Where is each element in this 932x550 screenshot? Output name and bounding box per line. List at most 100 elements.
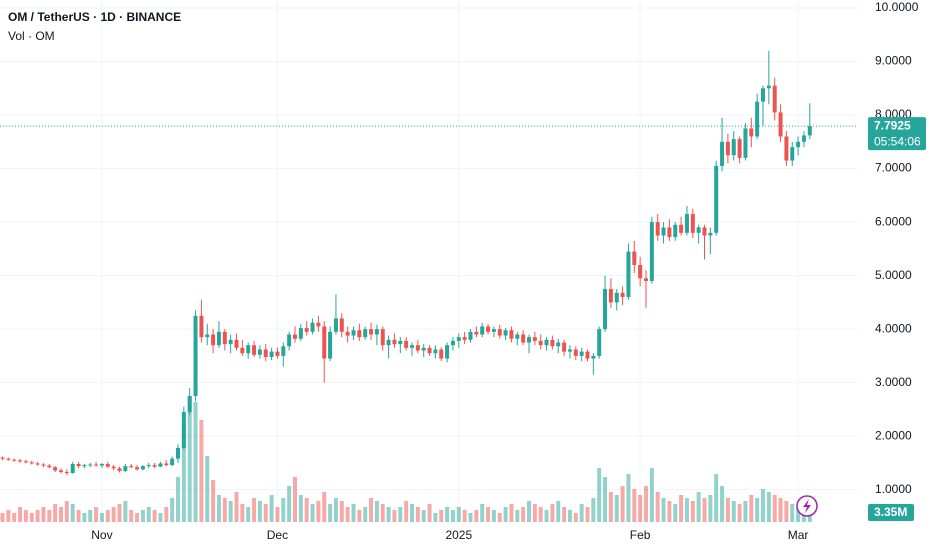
candle-body — [509, 330, 514, 339]
volume-bar — [503, 507, 508, 522]
volume-bar — [310, 504, 315, 522]
volume-layer — [0, 396, 812, 522]
candle-body — [527, 337, 531, 343]
candle-body — [532, 337, 537, 341]
volume-bar — [263, 504, 268, 522]
volume-bar — [293, 477, 297, 522]
candle-body — [708, 232, 713, 236]
candle-body — [240, 347, 245, 354]
candle-body — [310, 322, 315, 332]
volume-bar — [737, 504, 742, 522]
candle-body — [333, 318, 338, 332]
candle-body — [749, 128, 754, 137]
volume-bar — [117, 504, 122, 522]
candle-body — [655, 222, 660, 236]
candle-body — [12, 459, 17, 461]
candle-body — [94, 464, 99, 466]
volume-bar — [450, 510, 455, 522]
volume-bar — [497, 513, 502, 522]
volume-bar — [404, 501, 409, 522]
candle-body — [761, 88, 765, 102]
volume-bar — [316, 501, 321, 522]
y-tick-label: 3.0000 — [875, 375, 912, 389]
volume-bar — [714, 474, 719, 522]
volume-bar — [193, 402, 198, 522]
candle-body — [64, 472, 69, 474]
candle-body — [76, 463, 81, 467]
y-tick-label: 6.0000 — [875, 214, 912, 228]
volume-bar — [486, 507, 491, 522]
candle-body — [690, 214, 695, 233]
volume-bar — [749, 495, 754, 522]
volume-bar — [64, 501, 69, 522]
volume-bar — [655, 492, 660, 522]
volume-bar — [696, 492, 701, 522]
volume-bar — [380, 504, 385, 522]
volume-bar — [187, 396, 192, 522]
volume-bar — [369, 498, 374, 522]
volume-bar — [18, 507, 23, 522]
candle-body — [298, 328, 303, 339]
candle-body — [293, 334, 297, 339]
volume-bar — [708, 495, 713, 522]
candle-body — [579, 351, 584, 356]
candle-body — [661, 227, 666, 236]
candle-body — [129, 466, 134, 468]
alert-icon[interactable] — [796, 495, 818, 517]
candle-body — [6, 458, 11, 460]
candle-body — [164, 463, 169, 466]
axis-layer: 1.0000 2.0000 3.0000 4.0000 5.0000 6.0000 7.00… — [91, 0, 926, 542]
candle-body — [41, 464, 46, 466]
y-tick-label: 1.0000 — [875, 482, 912, 496]
candle-body — [105, 463, 110, 467]
candle-body — [328, 331, 333, 359]
volume-bar — [135, 513, 140, 522]
candle-body — [731, 139, 736, 156]
volume-bar — [556, 501, 561, 522]
candle-body — [796, 141, 801, 148]
candle-body — [626, 251, 631, 298]
volume-bar — [690, 501, 695, 522]
volume-bar — [345, 507, 350, 522]
candle-body — [123, 466, 128, 471]
candle-body — [263, 349, 268, 357]
y-tick-label: 7.0000 — [875, 161, 912, 175]
volume-bar — [567, 510, 572, 522]
volume-bar — [12, 513, 17, 522]
candle-body — [755, 101, 760, 137]
candle-body — [18, 460, 23, 462]
candle-body — [544, 339, 549, 346]
volume-bar — [240, 504, 245, 522]
candle-body — [82, 465, 87, 467]
volume-bar — [398, 507, 403, 522]
volume-bar — [222, 498, 227, 522]
volume-bar — [363, 507, 368, 522]
volume-bar — [591, 498, 596, 522]
volume-bar — [322, 492, 327, 522]
candle-body — [117, 468, 122, 471]
candle-body — [152, 465, 157, 467]
volume-bar — [257, 501, 262, 522]
volume-bar — [462, 510, 467, 522]
candle-body — [638, 264, 643, 279]
volume-bar — [234, 492, 239, 522]
volume-bar — [328, 504, 333, 522]
volume-bar — [35, 510, 40, 522]
volume-bar — [626, 474, 631, 522]
candle-body — [421, 347, 426, 351]
volume-bar — [275, 507, 280, 522]
volume-bar — [509, 504, 514, 522]
volume-bar — [544, 510, 549, 522]
last-price-box — [868, 117, 926, 151]
volume-bar — [304, 498, 309, 522]
volume-bar — [614, 495, 619, 522]
candle-body — [380, 329, 385, 346]
candle-body — [702, 227, 707, 236]
candle-body — [573, 349, 578, 356]
volume-bar — [0, 513, 5, 522]
candle-body — [176, 447, 180, 459]
volume-bar — [439, 510, 444, 522]
candle-body — [386, 339, 391, 346]
volume-bar — [673, 504, 678, 522]
candle-body — [585, 351, 590, 359]
